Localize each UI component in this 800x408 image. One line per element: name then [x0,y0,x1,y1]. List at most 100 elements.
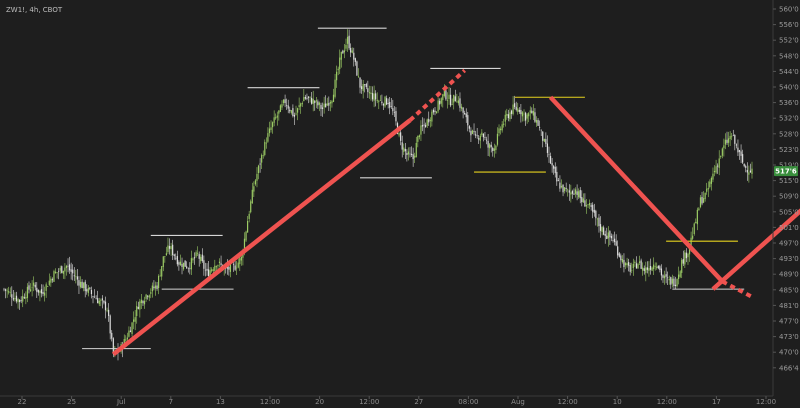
candle-body [437,100,439,112]
candle-body [89,287,91,289]
candle [501,121,503,133]
candle-body [573,193,575,195]
candle-body [354,58,356,62]
candle [373,85,375,108]
candle-body [457,100,460,104]
candle-body [434,110,436,112]
candle-body [75,276,77,277]
candle [173,253,175,260]
candle [306,93,308,101]
candle-body [712,173,714,180]
candle [318,101,321,112]
candle [698,206,700,211]
candles-layer [3,29,753,361]
candle-body [400,132,402,141]
time-tick-label: 08:00 [458,398,478,406]
candle-body [184,260,186,267]
candle [176,250,178,267]
candle [64,263,66,280]
candle [59,265,61,274]
candle-body [33,282,35,286]
candle-body [61,266,63,273]
candle-body [707,188,709,190]
time-axis[interactable]: 22 25 Jul 7 13 12:00 20 12:00 27 08:00 Aug 12:00 10 1… [18,396,777,406]
candle [485,136,488,145]
candle-body [48,280,50,285]
candle [468,125,470,133]
candle [368,85,371,99]
candle-body [592,204,594,212]
candle-body [175,257,177,259]
price-tick-label: 466'4 [779,364,799,372]
candle [670,276,672,289]
candle-body [415,142,417,158]
candle-body [693,223,695,235]
candle-body [304,96,306,99]
candle-body [640,260,642,269]
candle-body [489,144,491,149]
candle [181,257,183,275]
candle-body [147,296,149,297]
candle-body [257,165,260,174]
candle-body [659,266,661,270]
candle-body [751,168,753,174]
candle-body [606,235,608,240]
candle [727,131,730,147]
candle [439,98,441,110]
candle [384,95,386,108]
candle-body [642,267,644,271]
candle [17,297,19,309]
candle-body [479,135,481,141]
candle-body [228,266,230,270]
price-axis[interactable]: 560'0 556'0 552'0 548'0 544'0 540'0 536'0 532'0… [773,6,799,373]
candle [553,164,555,175]
candle-body [607,232,609,239]
candle [599,216,602,238]
candle-body [11,294,13,298]
candle [370,86,372,101]
candle [738,149,741,160]
candle [134,310,136,331]
candle [98,297,100,307]
candle [339,49,341,75]
candle-body [364,84,366,86]
candle-body [145,294,147,299]
candle [90,286,93,299]
candle [307,95,310,104]
candle-body [142,300,144,304]
candle-body [448,94,450,99]
candle [473,123,475,136]
candle-body [6,290,8,292]
candle [406,149,408,162]
candle [457,96,460,106]
candle [72,264,74,281]
candle [534,108,536,123]
candle-body [442,94,444,101]
candle-body [718,158,720,168]
candle-body [460,106,463,109]
candle [381,94,383,106]
candle [47,285,49,288]
candle-body [271,122,274,128]
candle-body [340,51,342,60]
candle-body [54,271,57,274]
candle-body [706,188,708,192]
candle-body [379,100,381,101]
candle [207,261,210,278]
candle [164,255,166,263]
candle-body [702,198,705,203]
candle [189,262,191,275]
candle-body [259,163,261,165]
candle-body [749,170,752,173]
candle-body [181,263,183,267]
candle [172,239,174,261]
candle-body [197,252,199,254]
candle [148,294,150,302]
candle [332,88,335,103]
candle-body [579,189,581,199]
candle [301,101,303,107]
candle [247,216,249,233]
candle-body [634,261,636,263]
candle [453,94,455,110]
candle [498,124,500,137]
